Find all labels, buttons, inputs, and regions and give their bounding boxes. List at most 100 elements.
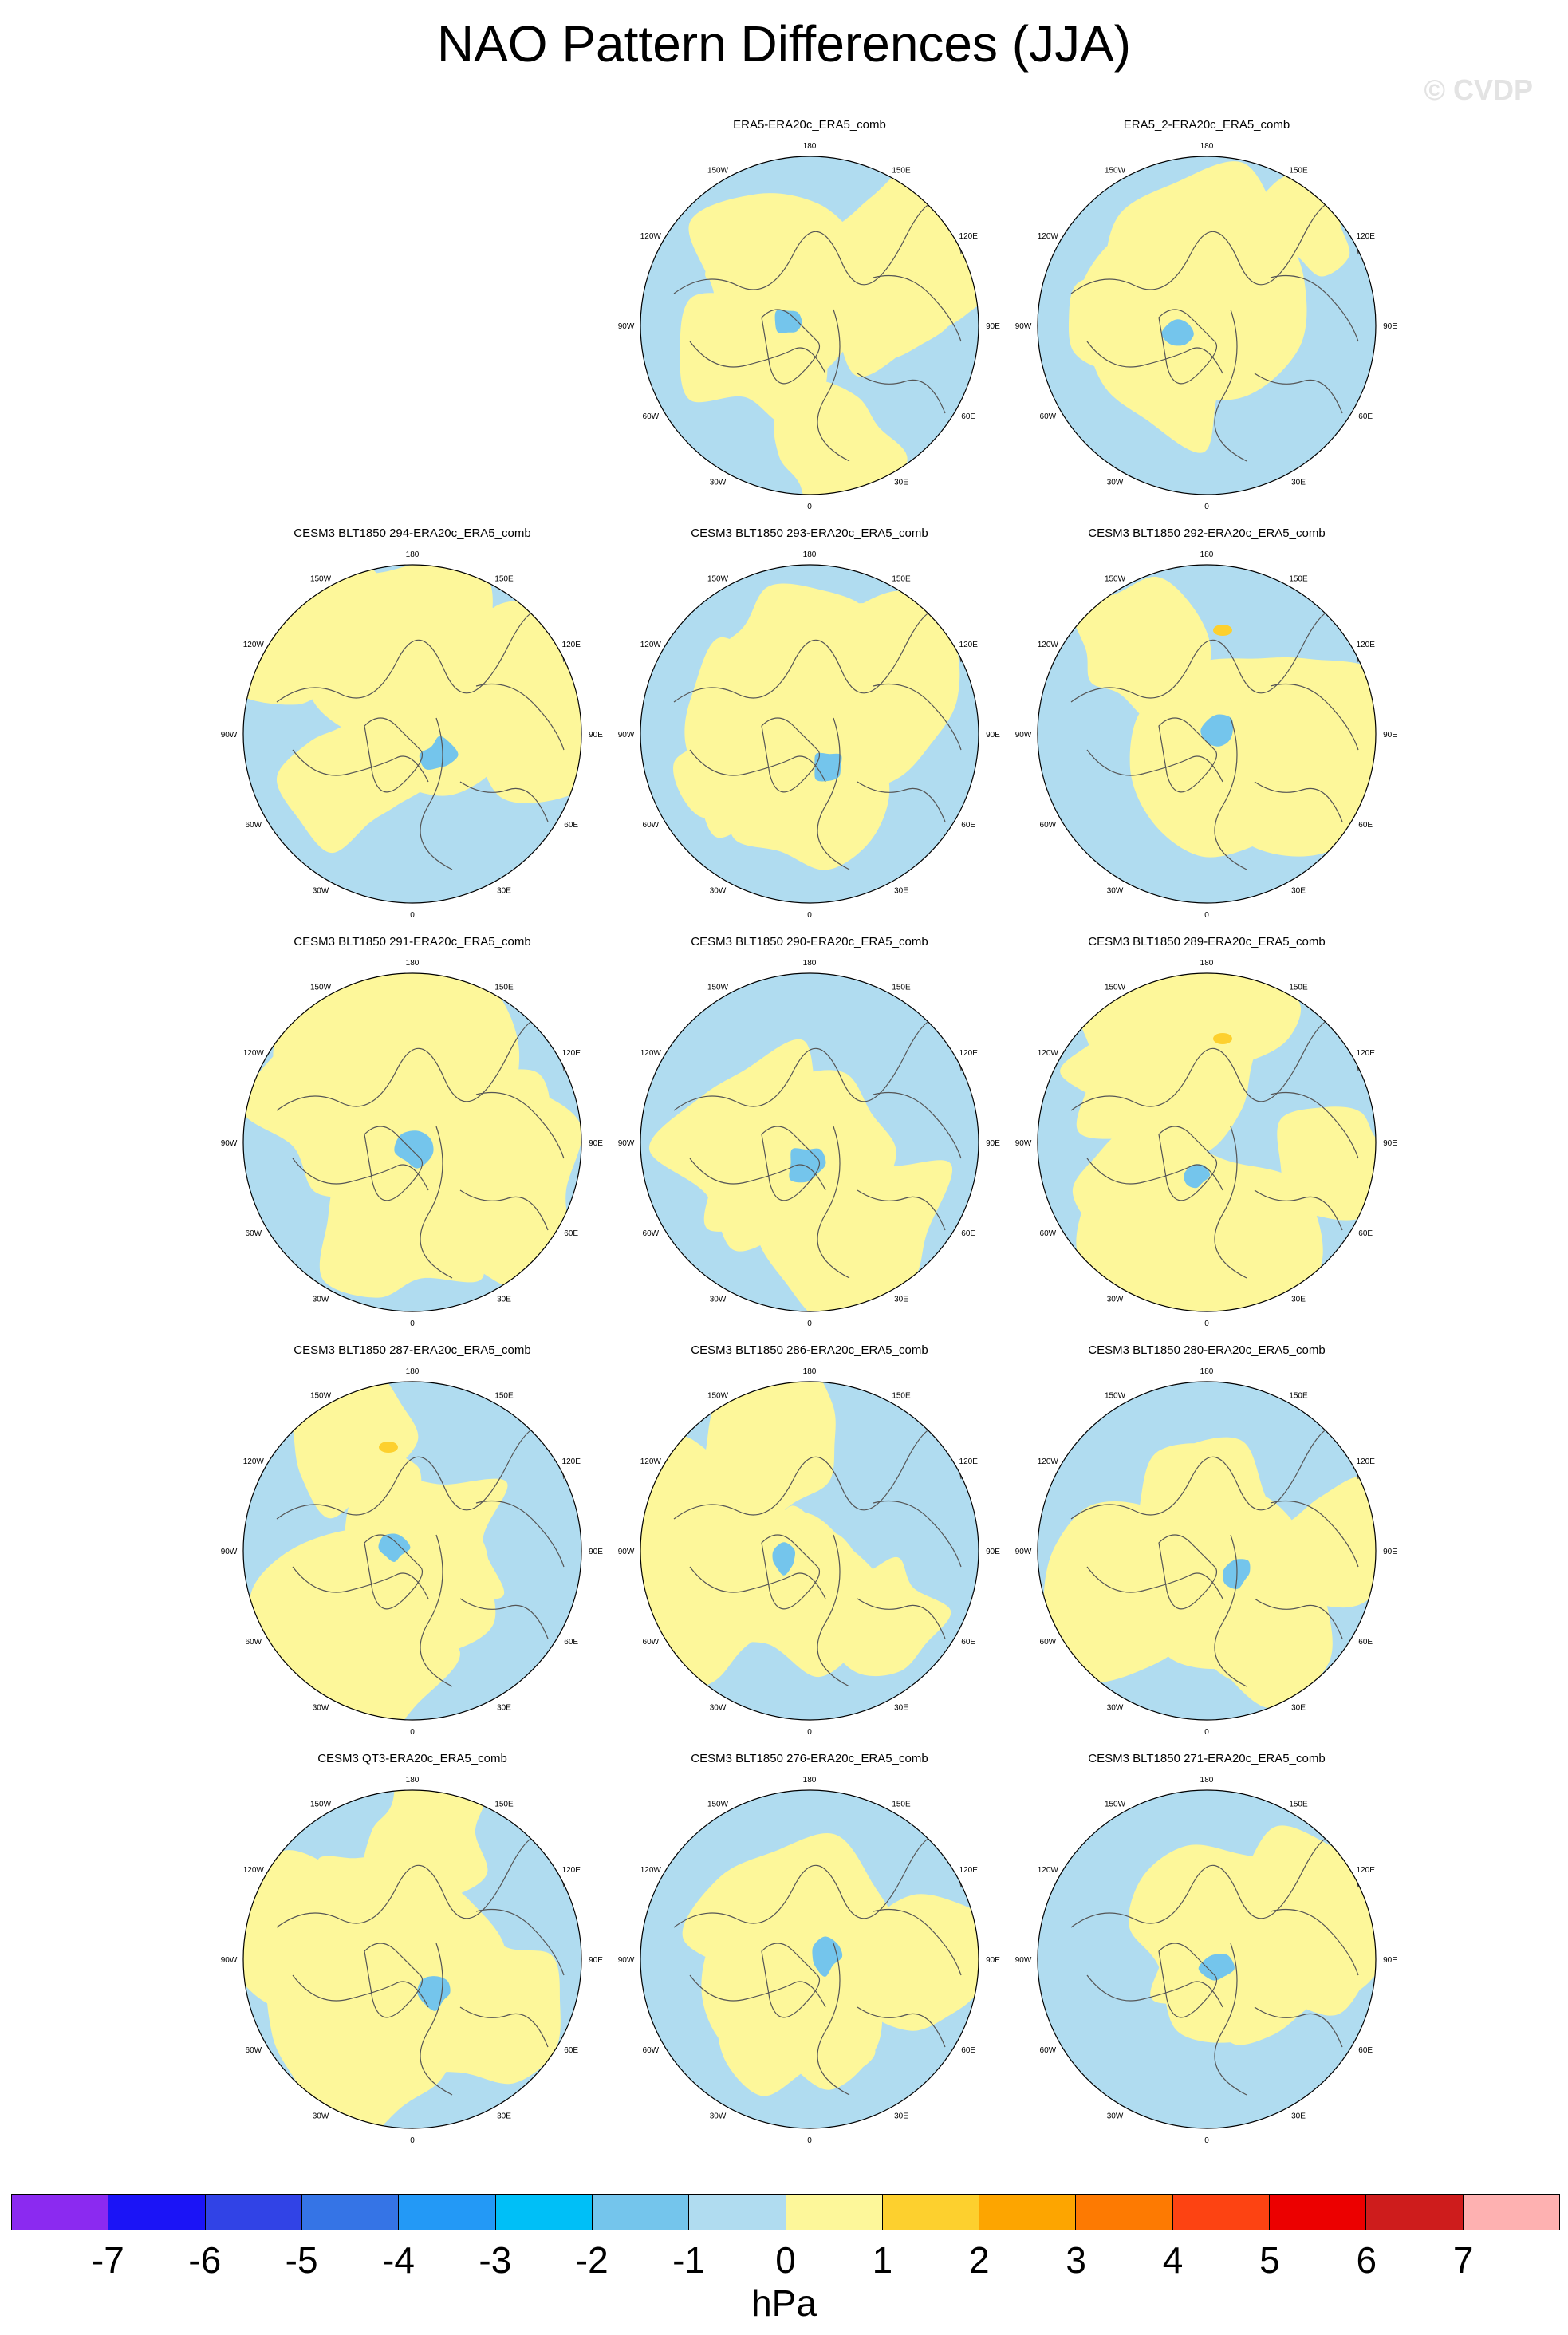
longitude-label: 30E [497, 1296, 511, 1304]
colorbar-tick-label: 4 [1162, 2239, 1184, 2281]
longitude-label: 120W [243, 641, 265, 649]
longitude-label: 180 [803, 1367, 817, 1376]
longitude-label: 120E [1357, 1866, 1376, 1875]
polar-map: 180 150E 120E 90E 60E 30E 0 30W 60W 90W 120W 150W [618, 1367, 1001, 1734]
map-boundary [242, 1789, 582, 2129]
longitude-label: 30W [1107, 887, 1124, 896]
panel-title: CESM3 BLT1850 286-ERA20c_ERA5_comb [691, 1343, 928, 1357]
coastline [1214, 1534, 1247, 1687]
longitude-label: 90W [1015, 1956, 1032, 1965]
coastline [873, 1500, 962, 1568]
coastline [857, 1598, 946, 1639]
coastline [1086, 1974, 1223, 2008]
map-boundary [640, 1381, 979, 1721]
panel-title: CESM3 BLT1850 294-ERA20c_ERA5_comb [294, 527, 531, 540]
longitude-label: 90W [618, 1956, 635, 1965]
colorbar-swatch [1270, 2195, 1367, 2230]
longitude-label: 0 [807, 1319, 812, 1326]
longitude-label: 30W [710, 1296, 727, 1304]
longitude-label: 90E [986, 1956, 1000, 1965]
coastline [673, 1426, 962, 1520]
longitude-label: 120E [562, 1049, 581, 1058]
map-panel: CESM3 BLT1850 276-ERA20c_ERA5_comb 180 150… [614, 1752, 1005, 2143]
positive-anomaly-area [684, 637, 849, 838]
coastline [1070, 1835, 1359, 1928]
longitude-label: 150W [707, 983, 729, 992]
map-boundary [242, 1381, 582, 1721]
positive-anomaly-area [717, 1947, 866, 2096]
coastline [292, 1158, 429, 1191]
colorbar-tick-label: -4 [382, 2239, 415, 2281]
strong-negative-anomaly [1184, 1164, 1211, 1189]
panel-title: CESM3 BLT1850 289-ERA20c_ERA5_comb [1088, 935, 1326, 949]
map-panel: CESM3 BLT1850 290-ERA20c_ERA5_comb 180 150… [614, 935, 1005, 1326]
longitude-label: 150E [494, 574, 514, 583]
positive-anomaly-area [243, 1029, 427, 1197]
map-boundary [1037, 1789, 1377, 2129]
polar-map: 180 150E 120E 90E 60E 30E 0 30W 60W 90W 120W 150W [221, 550, 604, 917]
longitude-label: 30E [1291, 1704, 1306, 1713]
longitude-label: 150W [310, 574, 332, 583]
coastline [420, 717, 453, 870]
longitude-label: 30E [1291, 2112, 1306, 2121]
longitude-label: 150W [707, 574, 729, 583]
longitude-label: 90W [618, 1139, 635, 1148]
map-boundary [640, 156, 979, 495]
coastline [761, 1126, 821, 1201]
longitude-label: 150W [1105, 166, 1126, 175]
colorbar-tick-label: -2 [575, 2239, 609, 2281]
longitude-label: 60W [643, 2046, 660, 2055]
coastline [761, 309, 821, 385]
longitude-label: 30W [313, 1704, 329, 1713]
longitude-label: 150E [494, 1800, 514, 1808]
longitude-label: 90W [221, 1548, 238, 1556]
coastline [817, 309, 850, 462]
longitude-label: 120W [640, 1049, 662, 1058]
longitude-label: 180 [1200, 1776, 1214, 1785]
longitude-label: 90E [986, 1139, 1000, 1148]
polar-map: 180 150E 120E 90E 60E 30E 0 30W 60W 90W 120W 150W [1015, 142, 1398, 509]
longitude-label: 30W [313, 887, 329, 896]
coastline [276, 1835, 565, 1928]
longitude-label: 150E [1289, 574, 1308, 583]
strong-negative-anomaly [394, 1130, 434, 1169]
longitude-label: 60W [643, 821, 660, 830]
longitude-label: 120W [1038, 1866, 1059, 1875]
longitude-label: 0 [1204, 1728, 1209, 1734]
longitude-label: 150E [494, 983, 514, 992]
longitude-label: 150W [707, 1391, 729, 1400]
longitude-label: 60E [564, 2046, 578, 2055]
longitude-label: 90E [986, 1548, 1000, 1556]
map-boundary [1037, 156, 1377, 495]
coastline [1158, 309, 1218, 385]
longitude-label: 0 [807, 1728, 812, 1734]
longitude-label: 120E [562, 1457, 581, 1466]
coastline [817, 1943, 850, 2096]
longitude-label: 120E [1357, 1049, 1376, 1058]
longitude-label: 90E [1383, 1139, 1397, 1148]
longitude-label: 150W [310, 1800, 332, 1808]
longitude-label: 30E [894, 479, 908, 487]
positive-anomaly-area [867, 1894, 979, 2031]
polar-map: 180 150E 120E 90E 60E 30E 0 30W 60W 90W 120W 150W [1015, 1776, 1398, 2143]
map-panel: CESM3 BLT1850 291-ERA20c_ERA5_comb 180 150… [217, 935, 608, 1326]
coastline [873, 1091, 962, 1159]
coastline [292, 1974, 429, 2008]
longitude-label: 60E [961, 1229, 975, 1238]
longitude-label: 120W [640, 641, 662, 649]
coastline [1270, 1500, 1359, 1568]
strong-negative-anomaly [772, 1542, 796, 1576]
longitude-label: 120W [640, 1866, 662, 1875]
colorbar-swatch [882, 2195, 980, 2230]
coastline [1158, 1943, 1218, 2018]
longitude-label: 30E [1291, 479, 1306, 487]
strong-negative-anomaly [1222, 1559, 1251, 1589]
panel-title: CESM3 BLT1850 291-ERA20c_ERA5_comb [294, 935, 531, 949]
coastline [459, 1598, 549, 1639]
positive-anomaly-area [640, 1500, 801, 1696]
colorbar-tick-label: 5 [1259, 2239, 1280, 2281]
coastline [364, 717, 424, 793]
coastline [673, 1018, 962, 1111]
longitude-label: 150W [1105, 1391, 1126, 1400]
polar-map: 180 150E 120E 90E 60E 30E 0 30W 60W 90W 120W 150W [1015, 1367, 1398, 1734]
